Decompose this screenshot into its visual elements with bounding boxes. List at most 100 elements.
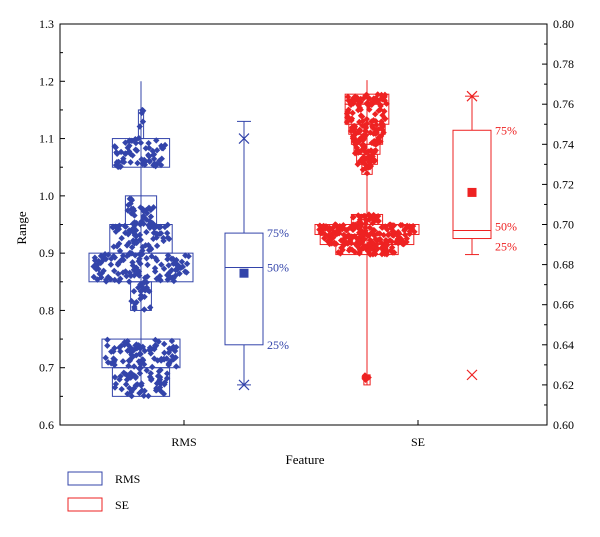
data-point bbox=[160, 340, 168, 348]
data-point bbox=[126, 278, 133, 285]
data-point bbox=[165, 262, 172, 269]
data-point bbox=[118, 235, 125, 242]
data-point bbox=[137, 364, 144, 372]
data-point bbox=[128, 244, 136, 251]
data-point bbox=[369, 139, 376, 146]
data-point bbox=[362, 132, 370, 139]
data-point bbox=[139, 107, 147, 114]
data-point bbox=[157, 366, 164, 374]
data-point bbox=[132, 227, 140, 234]
data-point bbox=[131, 303, 138, 311]
data-point bbox=[348, 233, 355, 240]
data-point bbox=[362, 220, 369, 227]
data-point bbox=[372, 95, 380, 102]
data-point bbox=[161, 223, 169, 231]
data-point bbox=[130, 288, 138, 295]
right-tick-label: 0.66 bbox=[553, 298, 574, 312]
data-point bbox=[151, 355, 158, 362]
data-point bbox=[348, 239, 355, 247]
data-point bbox=[168, 337, 176, 345]
data-point bbox=[354, 129, 362, 136]
right-tick-label: 0.62 bbox=[553, 378, 574, 392]
data-point bbox=[147, 350, 155, 357]
data-point bbox=[173, 363, 180, 370]
data-point bbox=[153, 137, 160, 144]
data-point bbox=[124, 144, 131, 151]
data-point bbox=[351, 150, 359, 157]
legend-swatch bbox=[67, 471, 103, 486]
data-point bbox=[139, 118, 147, 125]
data-point bbox=[150, 224, 158, 232]
data-point bbox=[167, 274, 175, 281]
data-point bbox=[146, 157, 153, 164]
data-point bbox=[150, 155, 158, 163]
data-point bbox=[367, 129, 374, 136]
data-point bbox=[376, 236, 384, 243]
data-point bbox=[121, 222, 128, 230]
data-point bbox=[353, 139, 360, 147]
data-point bbox=[114, 270, 122, 278]
data-point bbox=[326, 240, 333, 248]
data-point bbox=[316, 222, 324, 229]
box-mean-marker bbox=[467, 187, 477, 197]
data-point bbox=[148, 219, 156, 227]
data-point bbox=[130, 363, 138, 370]
data-point bbox=[351, 123, 359, 130]
data-point bbox=[137, 260, 144, 267]
data-point bbox=[151, 160, 158, 167]
data-point bbox=[364, 248, 372, 255]
data-point bbox=[133, 219, 140, 227]
box-percentile-marker bbox=[466, 369, 478, 381]
data-point bbox=[126, 137, 133, 144]
data-point bbox=[145, 392, 152, 400]
data-point bbox=[385, 230, 393, 238]
data-point bbox=[185, 253, 192, 260]
data-point bbox=[140, 361, 148, 368]
data-point bbox=[161, 379, 169, 386]
data-point bbox=[102, 255, 110, 263]
data-point bbox=[110, 355, 117, 362]
data-point bbox=[164, 234, 171, 241]
data-point bbox=[118, 385, 125, 393]
data-point bbox=[127, 272, 135, 280]
data-point bbox=[395, 233, 402, 240]
data-point bbox=[136, 231, 144, 239]
data-point bbox=[377, 95, 385, 102]
data-point bbox=[356, 250, 363, 257]
data-point bbox=[362, 149, 369, 156]
data-point bbox=[363, 115, 370, 123]
data-point bbox=[327, 232, 334, 239]
data-point bbox=[372, 235, 379, 243]
data-point bbox=[139, 160, 146, 168]
label-q3: 75% bbox=[267, 226, 289, 240]
data-point bbox=[369, 219, 376, 227]
data-point bbox=[123, 272, 130, 280]
data-point bbox=[140, 207, 147, 215]
data-point bbox=[390, 228, 397, 235]
data-point bbox=[363, 170, 371, 177]
data-point bbox=[407, 225, 415, 232]
data-point bbox=[163, 370, 171, 377]
data-point bbox=[349, 109, 356, 117]
y-axis-title: Range bbox=[14, 211, 29, 244]
data-point bbox=[119, 358, 127, 365]
label-q3: 75% bbox=[495, 123, 517, 137]
right-tick-label: 0.76 bbox=[553, 97, 574, 111]
data-point bbox=[164, 252, 172, 259]
data-point bbox=[375, 107, 382, 114]
data-point bbox=[132, 342, 139, 349]
data-point bbox=[167, 358, 174, 365]
data-point bbox=[362, 224, 369, 231]
data-point bbox=[126, 142, 133, 149]
data-point bbox=[338, 224, 346, 231]
data-point bbox=[316, 226, 323, 233]
data-point bbox=[163, 375, 171, 382]
data-point bbox=[354, 106, 362, 114]
data-point bbox=[171, 259, 179, 266]
data-point bbox=[134, 381, 141, 388]
data-point bbox=[115, 278, 123, 285]
data-point bbox=[135, 134, 143, 142]
data-point bbox=[161, 349, 168, 357]
data-point bbox=[379, 224, 386, 231]
right-tick-label: 0.72 bbox=[553, 177, 574, 191]
